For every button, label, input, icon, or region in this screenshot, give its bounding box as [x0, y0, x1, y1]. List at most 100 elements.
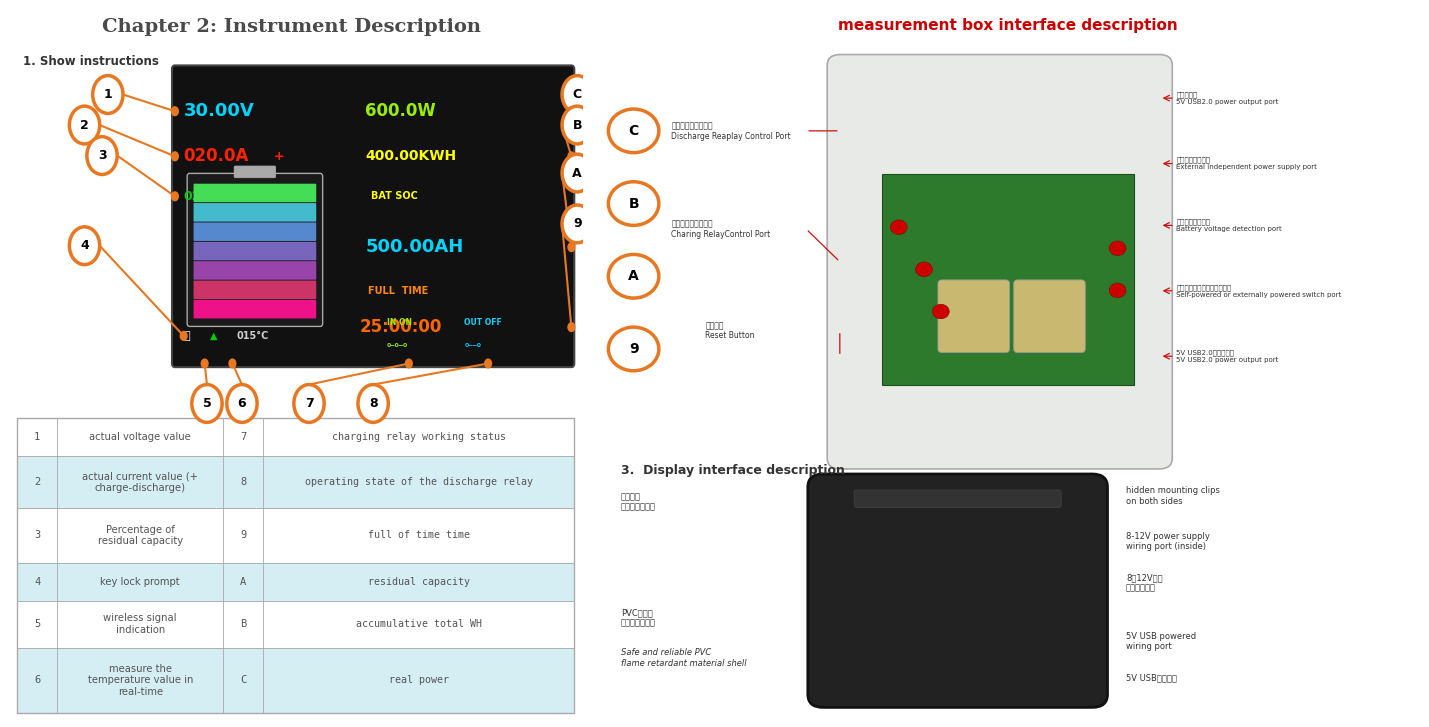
- Text: PVC阻燃材
料外壳安全可靠: PVC阻燃材 料外壳安全可靠: [622, 608, 656, 627]
- Circle shape: [567, 106, 576, 116]
- Bar: [17, 418, 574, 713]
- FancyBboxPatch shape: [193, 184, 316, 202]
- Text: 020%: 020%: [184, 190, 223, 203]
- Text: 放电继电器控制接口
Discharge Reaplay Control Port: 放电继电器控制接口 Discharge Reaplay Control Port: [672, 121, 792, 140]
- Text: B: B: [573, 119, 582, 132]
- Circle shape: [227, 385, 257, 422]
- Text: C: C: [573, 88, 582, 101]
- Text: 600.0W: 600.0W: [366, 103, 436, 120]
- FancyBboxPatch shape: [937, 280, 1009, 353]
- FancyBboxPatch shape: [193, 281, 316, 299]
- Text: Safe and reliable PVC
flame retardant material shell: Safe and reliable PVC flame retardant ma…: [622, 648, 746, 667]
- Text: 7: 7: [304, 397, 313, 410]
- Circle shape: [229, 358, 236, 369]
- Text: 500.00AH: 500.00AH: [366, 238, 463, 256]
- FancyBboxPatch shape: [187, 173, 323, 326]
- Circle shape: [562, 205, 593, 243]
- Text: wireless signal
indication: wireless signal indication: [103, 614, 177, 635]
- Text: +: +: [274, 150, 284, 163]
- Text: 2: 2: [34, 477, 40, 487]
- Text: 7: 7: [240, 432, 246, 442]
- Text: Chapter 2: Instrument Description: Chapter 2: Instrument Description: [101, 18, 482, 36]
- Bar: [17, 601, 574, 648]
- Text: hidden mounting clips
on both sides: hidden mounting clips on both sides: [1126, 486, 1220, 505]
- Circle shape: [180, 331, 187, 341]
- Text: 电源指示灯
5V USB2.0 power output port: 电源指示灯 5V USB2.0 power output port: [1176, 92, 1279, 105]
- Text: measurement box interface description: measurement box interface description: [839, 18, 1177, 33]
- FancyBboxPatch shape: [171, 65, 574, 367]
- Text: 9: 9: [573, 217, 582, 230]
- Text: residual capacity: residual capacity: [367, 577, 470, 587]
- Circle shape: [609, 109, 659, 153]
- FancyBboxPatch shape: [1013, 280, 1085, 353]
- Text: A: A: [629, 269, 639, 284]
- Text: 015°C: 015°C: [236, 331, 269, 341]
- Text: 4: 4: [34, 577, 40, 587]
- Text: ▲: ▲: [210, 331, 217, 341]
- Text: Percentage of
residual capacity: Percentage of residual capacity: [97, 525, 183, 546]
- Text: 8-12V power supply
wiring port (inside): 8-12V power supply wiring port (inside): [1126, 532, 1210, 551]
- Text: C: C: [629, 124, 639, 138]
- Text: operating state of the discharge relay: operating state of the discharge relay: [304, 477, 533, 487]
- Text: 充电继电器控制接口
Charing RelayControl Port: 充电继电器控制接口 Charing RelayControl Port: [672, 220, 770, 238]
- Text: 9: 9: [240, 531, 246, 540]
- Text: IN ON: IN ON: [387, 318, 412, 327]
- Circle shape: [567, 151, 576, 161]
- Circle shape: [171, 151, 179, 161]
- Text: FULL  TIME: FULL TIME: [369, 286, 429, 296]
- Text: 25:00:00: 25:00:00: [359, 318, 442, 336]
- Bar: [17, 456, 574, 508]
- Circle shape: [359, 385, 389, 422]
- Circle shape: [404, 358, 413, 369]
- Circle shape: [562, 76, 593, 113]
- Text: 3.  Display interface description: 3. Display interface description: [622, 464, 845, 477]
- Text: 外部独立供电端口
External independent power supply port: 外部独立供电端口 External independent power supp…: [1176, 157, 1318, 170]
- FancyBboxPatch shape: [807, 474, 1107, 707]
- Text: 4: 4: [80, 239, 89, 252]
- FancyBboxPatch shape: [827, 55, 1172, 469]
- Bar: [17, 418, 574, 456]
- Text: 8－12V外部
供电接线端口: 8－12V外部 供电接线端口: [1126, 574, 1163, 593]
- Text: 1. Show instructions: 1. Show instructions: [23, 55, 159, 68]
- FancyBboxPatch shape: [193, 203, 316, 222]
- Circle shape: [609, 327, 659, 371]
- Text: measure the
temperature value in
real-time: measure the temperature value in real-ti…: [87, 664, 193, 697]
- Circle shape: [609, 182, 659, 225]
- Text: 6: 6: [34, 675, 40, 686]
- Text: B: B: [629, 196, 639, 211]
- Text: 1: 1: [34, 432, 40, 442]
- Circle shape: [87, 137, 117, 174]
- Text: 8: 8: [369, 397, 377, 410]
- Circle shape: [93, 76, 123, 113]
- Circle shape: [484, 358, 492, 369]
- Text: 6: 6: [237, 397, 246, 410]
- Bar: [17, 563, 574, 601]
- FancyBboxPatch shape: [193, 242, 316, 260]
- Circle shape: [294, 385, 324, 422]
- Text: 400.00KWH: 400.00KWH: [366, 149, 456, 164]
- Text: actual voltage value: actual voltage value: [90, 432, 191, 442]
- Circle shape: [916, 262, 932, 277]
- FancyBboxPatch shape: [193, 222, 316, 241]
- Circle shape: [567, 322, 576, 332]
- FancyBboxPatch shape: [855, 490, 1062, 507]
- Text: ⚿: ⚿: [184, 331, 190, 341]
- Circle shape: [200, 358, 209, 369]
- Text: charging relay working status: charging relay working status: [332, 432, 506, 442]
- Circle shape: [171, 106, 179, 116]
- Circle shape: [70, 106, 100, 144]
- Text: 8: 8: [240, 477, 246, 487]
- Text: 2.  Description of the measuring board interface: 2. Description of the measuring board in…: [70, 685, 392, 698]
- Text: 30.00V: 30.00V: [184, 103, 254, 120]
- Text: OUT OFF: OUT OFF: [464, 318, 502, 327]
- Text: o—o—o: o—o—o: [387, 342, 409, 348]
- Text: 1: 1: [103, 88, 113, 101]
- Circle shape: [1109, 241, 1126, 256]
- Circle shape: [890, 220, 907, 234]
- Circle shape: [562, 154, 593, 192]
- Bar: [17, 648, 574, 713]
- Bar: [17, 508, 574, 563]
- Text: 9: 9: [629, 342, 639, 356]
- Text: full of time time: full of time time: [367, 531, 470, 540]
- Text: 5V USB powered
wiring port: 5V USB powered wiring port: [1126, 632, 1196, 651]
